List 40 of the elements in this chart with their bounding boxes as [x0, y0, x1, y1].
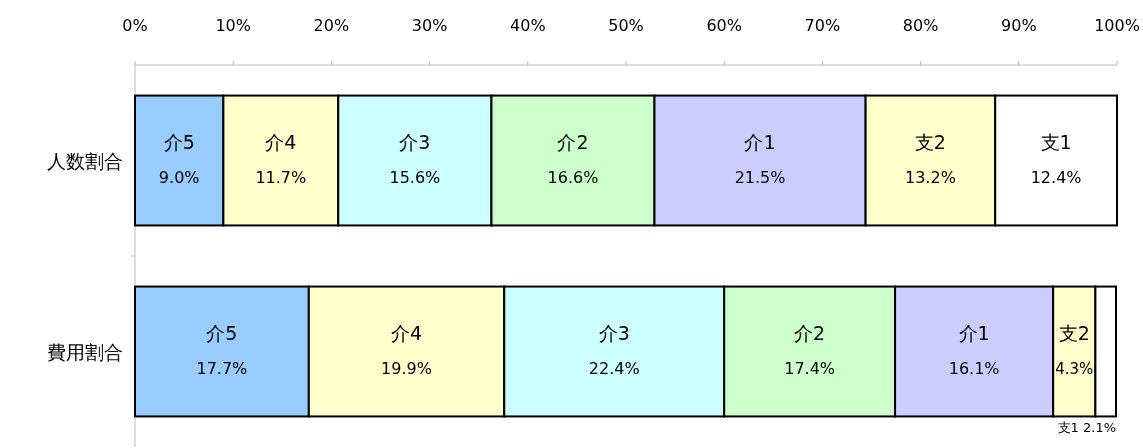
x-tick-label: 50% [608, 16, 644, 35]
text: 介4 [390, 321, 423, 344]
data-label: 9.0% [158, 167, 200, 187]
data-label: 12.4% [1030, 167, 1082, 187]
series-label: 支1 [1040, 130, 1072, 153]
data-label: 21.5% [734, 167, 786, 187]
data-label: 22.4% [588, 358, 640, 378]
y-tick-label: 費用割合 [47, 340, 123, 363]
x-tick-label: 90% [1001, 16, 1037, 35]
text: 支2 [914, 130, 946, 153]
series-label: 支2 [1058, 321, 1090, 344]
data-label: 17.4% [784, 358, 836, 378]
x-tick-label: 30% [411, 16, 448, 35]
data-label: 11.7% [255, 167, 307, 187]
series-label: 介5 [163, 130, 195, 153]
x-tick-label: 10% [215, 16, 251, 35]
x-tick-label: 0% [122, 16, 148, 35]
data-label: 15.6% [389, 167, 441, 187]
data-label: 16.6% [547, 167, 599, 187]
x-tick-label: 80% [902, 16, 939, 35]
data-label: 17.7% [196, 358, 248, 378]
text: 介5 [206, 321, 238, 344]
x-tick-label: 100% [1094, 16, 1140, 35]
data-label: 16.1% [948, 358, 1000, 378]
x-tick-label: 60% [706, 16, 742, 35]
text: 介3 [598, 321, 630, 344]
x-tick-label: 20% [313, 16, 350, 35]
text: 支1 2.1% [1057, 420, 1117, 436]
text: 介2 [794, 321, 826, 344]
data-label: 13.2% [905, 167, 956, 187]
text: 介1 [958, 321, 990, 344]
data-label: 19.9% [381, 358, 432, 378]
data-label: 4.3% [1055, 359, 1094, 378]
series-label: 介1 [744, 130, 776, 153]
series-label: 介4 [265, 130, 297, 153]
series-label: 介3 [399, 130, 431, 153]
x-tick-label: 70% [804, 16, 841, 35]
series-label: 介2 [557, 130, 589, 153]
x-tick-label: 40% [510, 16, 546, 35]
y-tick-label: 人数割合 [47, 149, 123, 172]
